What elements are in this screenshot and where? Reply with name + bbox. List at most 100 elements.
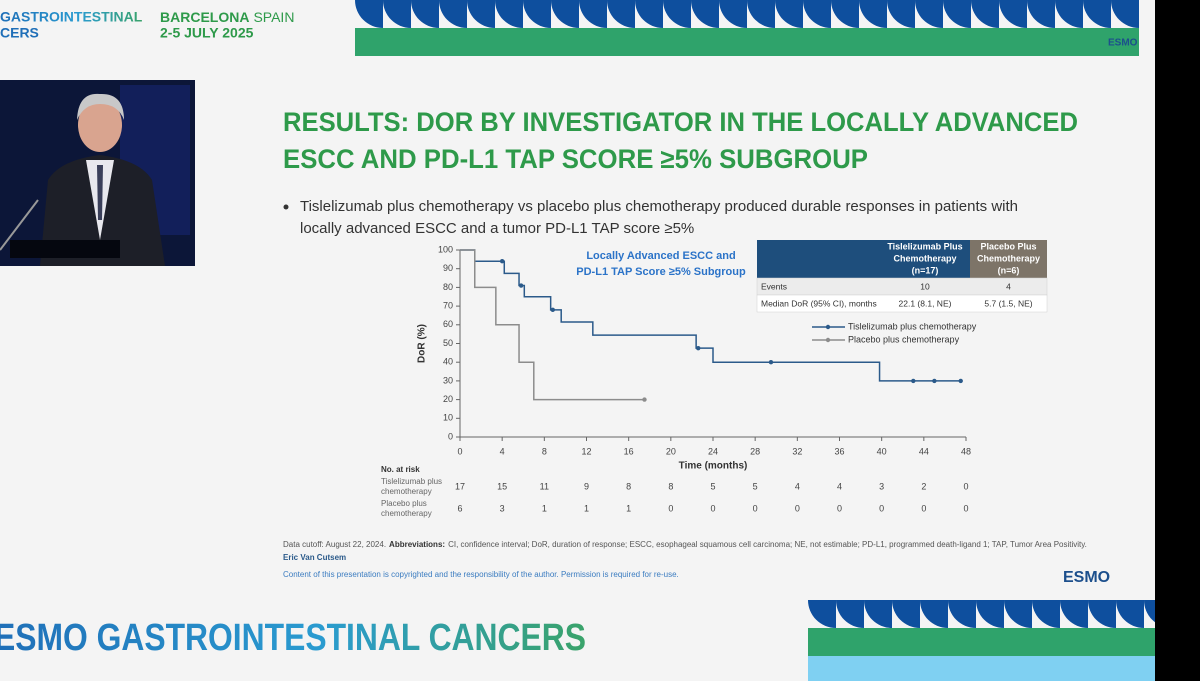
x-tick-label: 32	[792, 446, 802, 456]
y-tick-label: 90	[443, 263, 453, 273]
decor-tile	[831, 0, 859, 28]
presenter-name: Eric Van Cutsem	[283, 553, 346, 562]
decor-tile	[831, 28, 859, 56]
decor-tiles	[355, 0, 1172, 681]
decor-tile	[551, 0, 579, 28]
decor-tile	[808, 628, 836, 656]
decor-tile	[1027, 28, 1055, 56]
decor-tile	[663, 28, 691, 56]
risk-row-label: Placebo plus	[381, 499, 427, 508]
x-tick-label: 48	[961, 446, 971, 456]
x-tick-label: 24	[708, 446, 718, 456]
km-curve	[460, 249, 961, 382]
y-tick-label: 80	[443, 282, 453, 292]
decor-tile	[1111, 28, 1139, 56]
decor-tile	[999, 0, 1027, 28]
decor-tile	[719, 28, 747, 56]
decor-tile	[383, 0, 411, 28]
decor-tile	[691, 0, 719, 28]
copyright: Content of this presentation is copyrigh…	[283, 570, 679, 579]
legend-marker	[825, 324, 831, 330]
risk-row-label: chemotherapy	[381, 509, 432, 518]
table-header-cell	[970, 240, 1047, 278]
decor-tile	[1032, 600, 1060, 628]
decor-tile	[943, 28, 971, 56]
decor-tile	[1060, 600, 1088, 628]
risk-title: No. at risk	[381, 465, 420, 474]
decor-tile	[355, 28, 383, 56]
decor-tile	[467, 28, 495, 56]
decor-tile	[836, 656, 864, 681]
decor-tile	[691, 28, 719, 56]
risk-count: 8	[668, 481, 673, 491]
decor-tile	[887, 0, 915, 28]
risk-count: 15	[497, 481, 507, 491]
decor-tile	[976, 628, 1004, 656]
censor-mark	[932, 378, 937, 384]
y-tick-label: 0	[448, 431, 453, 441]
risk-count: 6	[457, 503, 462, 513]
decor-tile	[775, 0, 803, 28]
censor-mark	[958, 378, 963, 384]
decor-tile	[1032, 656, 1060, 681]
decor-tile	[803, 0, 831, 28]
decor-tile	[747, 0, 775, 28]
risk-count: 0	[668, 503, 673, 513]
censor-mark	[518, 283, 524, 288]
slide-title: RESULTS: DOR BY INVESTIGATOR IN THE LOCA…	[283, 107, 1078, 137]
km-curve	[460, 249, 645, 401]
decor-tile	[663, 0, 691, 28]
decor-tile	[495, 0, 523, 28]
risk-row-label: Tislelizumab plus	[381, 477, 442, 486]
risk-count: 2	[921, 481, 926, 491]
decor-tile	[915, 28, 943, 56]
risk-count: 0	[795, 503, 800, 513]
risk-count: 4	[837, 481, 842, 491]
y-tick-label: 20	[443, 394, 453, 404]
y-tick-label: 30	[443, 375, 453, 385]
decor-tile	[1088, 600, 1116, 628]
risk-row-label: chemotherapy	[381, 487, 432, 496]
window-edge	[1155, 0, 1200, 681]
decor-tile	[1027, 0, 1055, 28]
y-axis-label: DoR (%)	[417, 324, 428, 363]
risk-count: 1	[542, 503, 547, 513]
chart-subtitle: Locally Advanced ESCC and	[586, 250, 735, 262]
decor-tile	[864, 600, 892, 628]
censor-mark	[499, 259, 505, 264]
y-tick-label: 70	[443, 300, 453, 310]
table-row	[756, 294, 1048, 313]
decor-tile	[635, 0, 663, 28]
censor-mark	[768, 360, 774, 365]
decor-tile	[1116, 600, 1144, 628]
country: SPAIN	[253, 9, 294, 25]
risk-count: 1	[584, 503, 589, 513]
table-header: (n=6)	[998, 265, 1020, 275]
decor-tile	[579, 28, 607, 56]
risk-count: 5	[753, 481, 758, 491]
risk-count: 9	[584, 481, 589, 491]
footer-banner: ESMO GASTROINTESTINAL CANCERS	[0, 617, 586, 659]
x-tick-label: 4	[500, 446, 505, 456]
logo: ESMO	[1108, 38, 1138, 49]
y-tick-label: 100	[438, 244, 453, 254]
decor-tile	[1055, 0, 1083, 28]
presenter-video	[0, 80, 195, 266]
censor-mark	[642, 397, 647, 402]
city: BARCELONA	[160, 9, 249, 25]
decor-tile	[1032, 628, 1060, 656]
decor-tile	[948, 656, 976, 681]
x-tick-label: 12	[581, 446, 591, 456]
table-header: Chemotherapy	[977, 253, 1040, 263]
decor-tile	[467, 0, 495, 28]
decor-tile	[1083, 0, 1111, 28]
decor-tile	[864, 628, 892, 656]
decor-tile	[892, 628, 920, 656]
risk-count: 3	[879, 481, 884, 491]
y-tick-label: 50	[443, 338, 453, 348]
decor-tile	[948, 600, 976, 628]
decor-tile	[948, 628, 976, 656]
